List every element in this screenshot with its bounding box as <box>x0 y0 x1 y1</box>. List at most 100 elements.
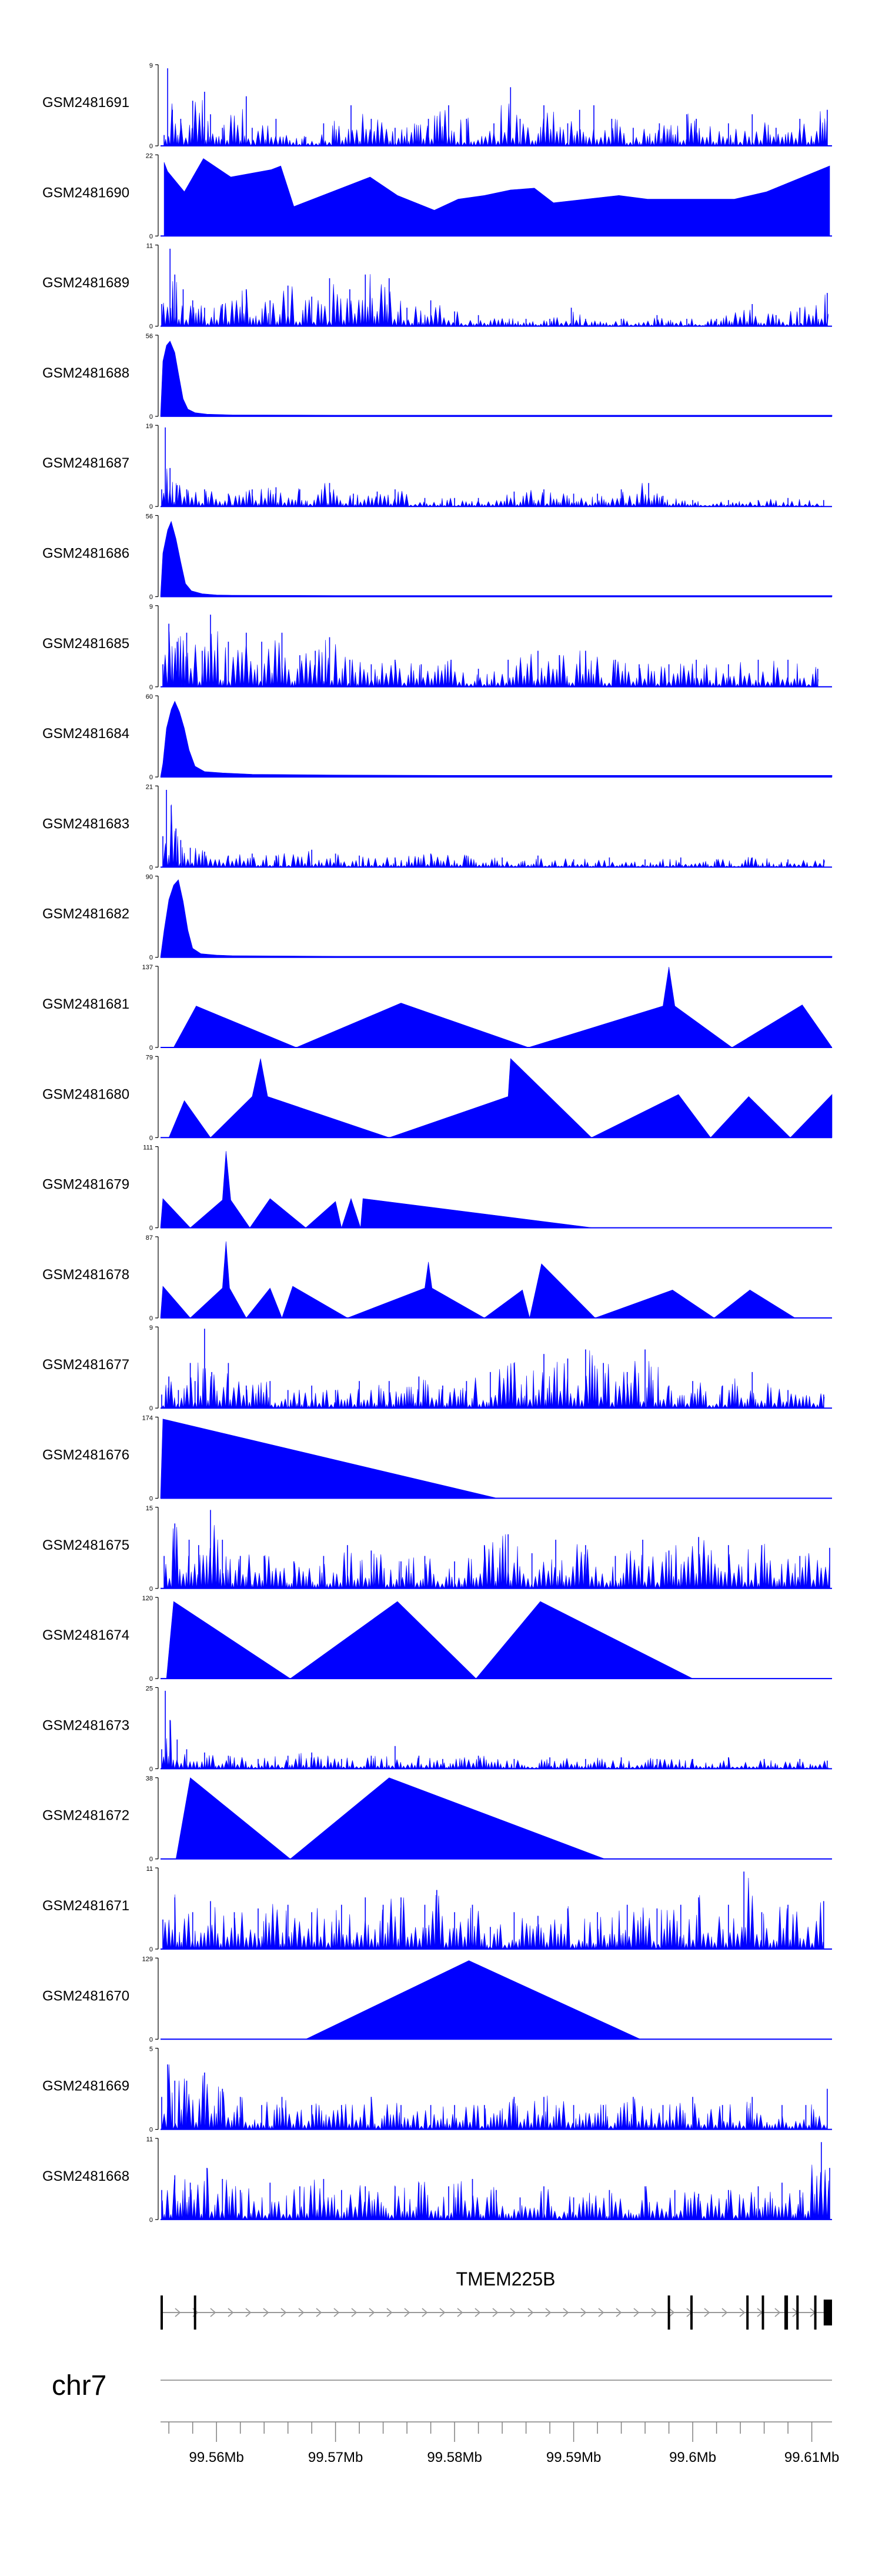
track-label: GSM2481687 <box>42 455 129 471</box>
coverage-track: GSM2481672 38 0 <box>42 1776 832 1863</box>
coverage-track: GSM2481691 9 0 <box>42 62 832 150</box>
track-label: GSM2481680 <box>42 1086 129 1102</box>
strand-arrow-icon <box>580 2308 587 2317</box>
y-min-label: 0 <box>149 864 153 871</box>
coverage-area <box>168 1058 833 1138</box>
strand-arrow-icon <box>333 2308 340 2317</box>
coverage-area <box>163 158 830 236</box>
coverage-area <box>161 274 829 327</box>
y-min-label: 0 <box>149 1676 153 1683</box>
y-min-label: 0 <box>149 684 153 691</box>
x-tick-label: 99.59Mb <box>546 2450 601 2465</box>
coverage-area <box>160 700 833 778</box>
y-min-label: 0 <box>149 1496 153 1503</box>
y-min-label: 0 <box>149 774 153 781</box>
strand-arrow-icon <box>527 2308 534 2317</box>
y-min-label: 0 <box>149 1225 153 1232</box>
coverage-track: GSM2481687 19 0 <box>42 423 832 510</box>
strand-arrow-icon <box>175 2308 181 2317</box>
strand-arrow-icon <box>457 2308 463 2317</box>
track-label: GSM2481671 <box>42 1898 129 1914</box>
strand-arrow-icon <box>263 2308 269 2317</box>
track-label: GSM2481669 <box>42 2078 129 2094</box>
track-label: GSM2481677 <box>42 1357 129 1373</box>
coverage-area <box>162 1877 824 1950</box>
strand-arrow-icon <box>475 2308 481 2317</box>
track-label: GSM2481690 <box>42 185 129 201</box>
gene-exon <box>796 2295 799 2330</box>
coverage-area <box>162 804 825 868</box>
coverage-track: GSM2481678 87 0 <box>42 1234 832 1322</box>
y-max-label: 120 <box>142 1595 153 1602</box>
track-label: GSM2481684 <box>42 726 129 742</box>
coverage-area <box>162 631 818 688</box>
coverage-track: GSM2481689 11 0 <box>42 243 832 331</box>
strand-arrow-icon <box>739 2308 746 2317</box>
track-label: GSM2481672 <box>42 1808 129 1824</box>
y-min-label: 0 <box>149 1586 153 1593</box>
coverage-area <box>160 1151 593 1229</box>
y-max-label: 25 <box>146 1685 153 1692</box>
coverage-tracks: GSM248169190GSM2481690220GSM2481689110GS… <box>42 62 833 2224</box>
gene-name-label: TMEM225B <box>456 2268 556 2290</box>
strand-arrow-icon <box>245 2308 252 2317</box>
strand-arrow-icon <box>316 2308 322 2317</box>
strand-arrow-icon <box>386 2308 393 2317</box>
coverage-area <box>160 1241 796 1319</box>
y-max-label: 111 <box>143 1144 153 1152</box>
y-min-label: 0 <box>149 955 153 962</box>
coverage-track: GSM2481670 129 0 <box>42 1956 832 2043</box>
y-min-label: 0 <box>149 413 153 421</box>
strand-arrow-icon <box>563 2308 569 2317</box>
coverage-area <box>163 1525 830 1589</box>
y-min-label: 0 <box>149 1766 153 1773</box>
track-label: GSM2481674 <box>42 1627 129 1643</box>
y-max-label: 56 <box>146 513 153 520</box>
coverage-track: GSM2481675 15 0 <box>42 1505 832 1593</box>
strand-arrow-icon <box>669 2308 675 2317</box>
y-max-label: 137 <box>142 964 153 971</box>
coverage-area <box>305 1960 641 2040</box>
coverage-track: GSM2481681 137 0 <box>42 964 833 1052</box>
coverage-track: GSM2481680 79 0 <box>42 1054 833 1142</box>
track-label: GSM2481683 <box>42 816 129 832</box>
strand-arrow-icon <box>774 2308 781 2317</box>
coverage-track: GSM2481679 111 0 <box>42 1144 832 1232</box>
y-min-label: 0 <box>149 503 153 510</box>
gene-exon <box>814 2295 817 2330</box>
strand-arrow-icon <box>369 2308 375 2317</box>
strand-arrow-icon <box>633 2308 640 2317</box>
strand-arrow-icon <box>704 2308 710 2317</box>
y-min-label: 0 <box>149 323 153 331</box>
strand-arrow-icon <box>280 2308 287 2317</box>
gene-exon <box>823 2300 832 2325</box>
strand-arrow-icon <box>545 2308 552 2317</box>
coverage-area <box>175 1777 605 1860</box>
coverage-track: GSM2481686 56 0 <box>42 513 833 601</box>
strand-arrow-icon <box>228 2308 234 2317</box>
coverage-area <box>160 879 833 957</box>
gene-exon <box>690 2295 693 2330</box>
y-max-label: 129 <box>142 1956 153 1963</box>
y-max-label: 90 <box>146 874 153 881</box>
chromosome-label: chr7 <box>52 2370 106 2401</box>
coverage-track: GSM2481684 60 0 <box>42 693 833 781</box>
strand-arrow-icon <box>298 2308 305 2317</box>
track-label: GSM2481675 <box>42 1537 129 1553</box>
strand-arrow-icon <box>351 2308 358 2317</box>
coverage-area <box>163 100 828 147</box>
track-label: GSM2481679 <box>42 1177 129 1193</box>
coverage-area <box>160 1419 498 1499</box>
y-max-label: 56 <box>146 333 153 340</box>
track-label: GSM2481681 <box>42 996 129 1012</box>
coverage-track: GSM2481685 9 0 <box>42 603 832 691</box>
coverage-area <box>161 468 824 508</box>
y-max-label: 174 <box>142 1415 153 1422</box>
coverage-area <box>160 341 833 417</box>
strand-arrow-icon <box>510 2308 516 2317</box>
track-label: GSM2481673 <box>42 1717 129 1733</box>
y-max-label: 9 <box>149 1324 153 1332</box>
coverage-track: GSM2481668 11 0 <box>42 2136 832 2224</box>
strand-arrow-icon <box>616 2308 622 2317</box>
